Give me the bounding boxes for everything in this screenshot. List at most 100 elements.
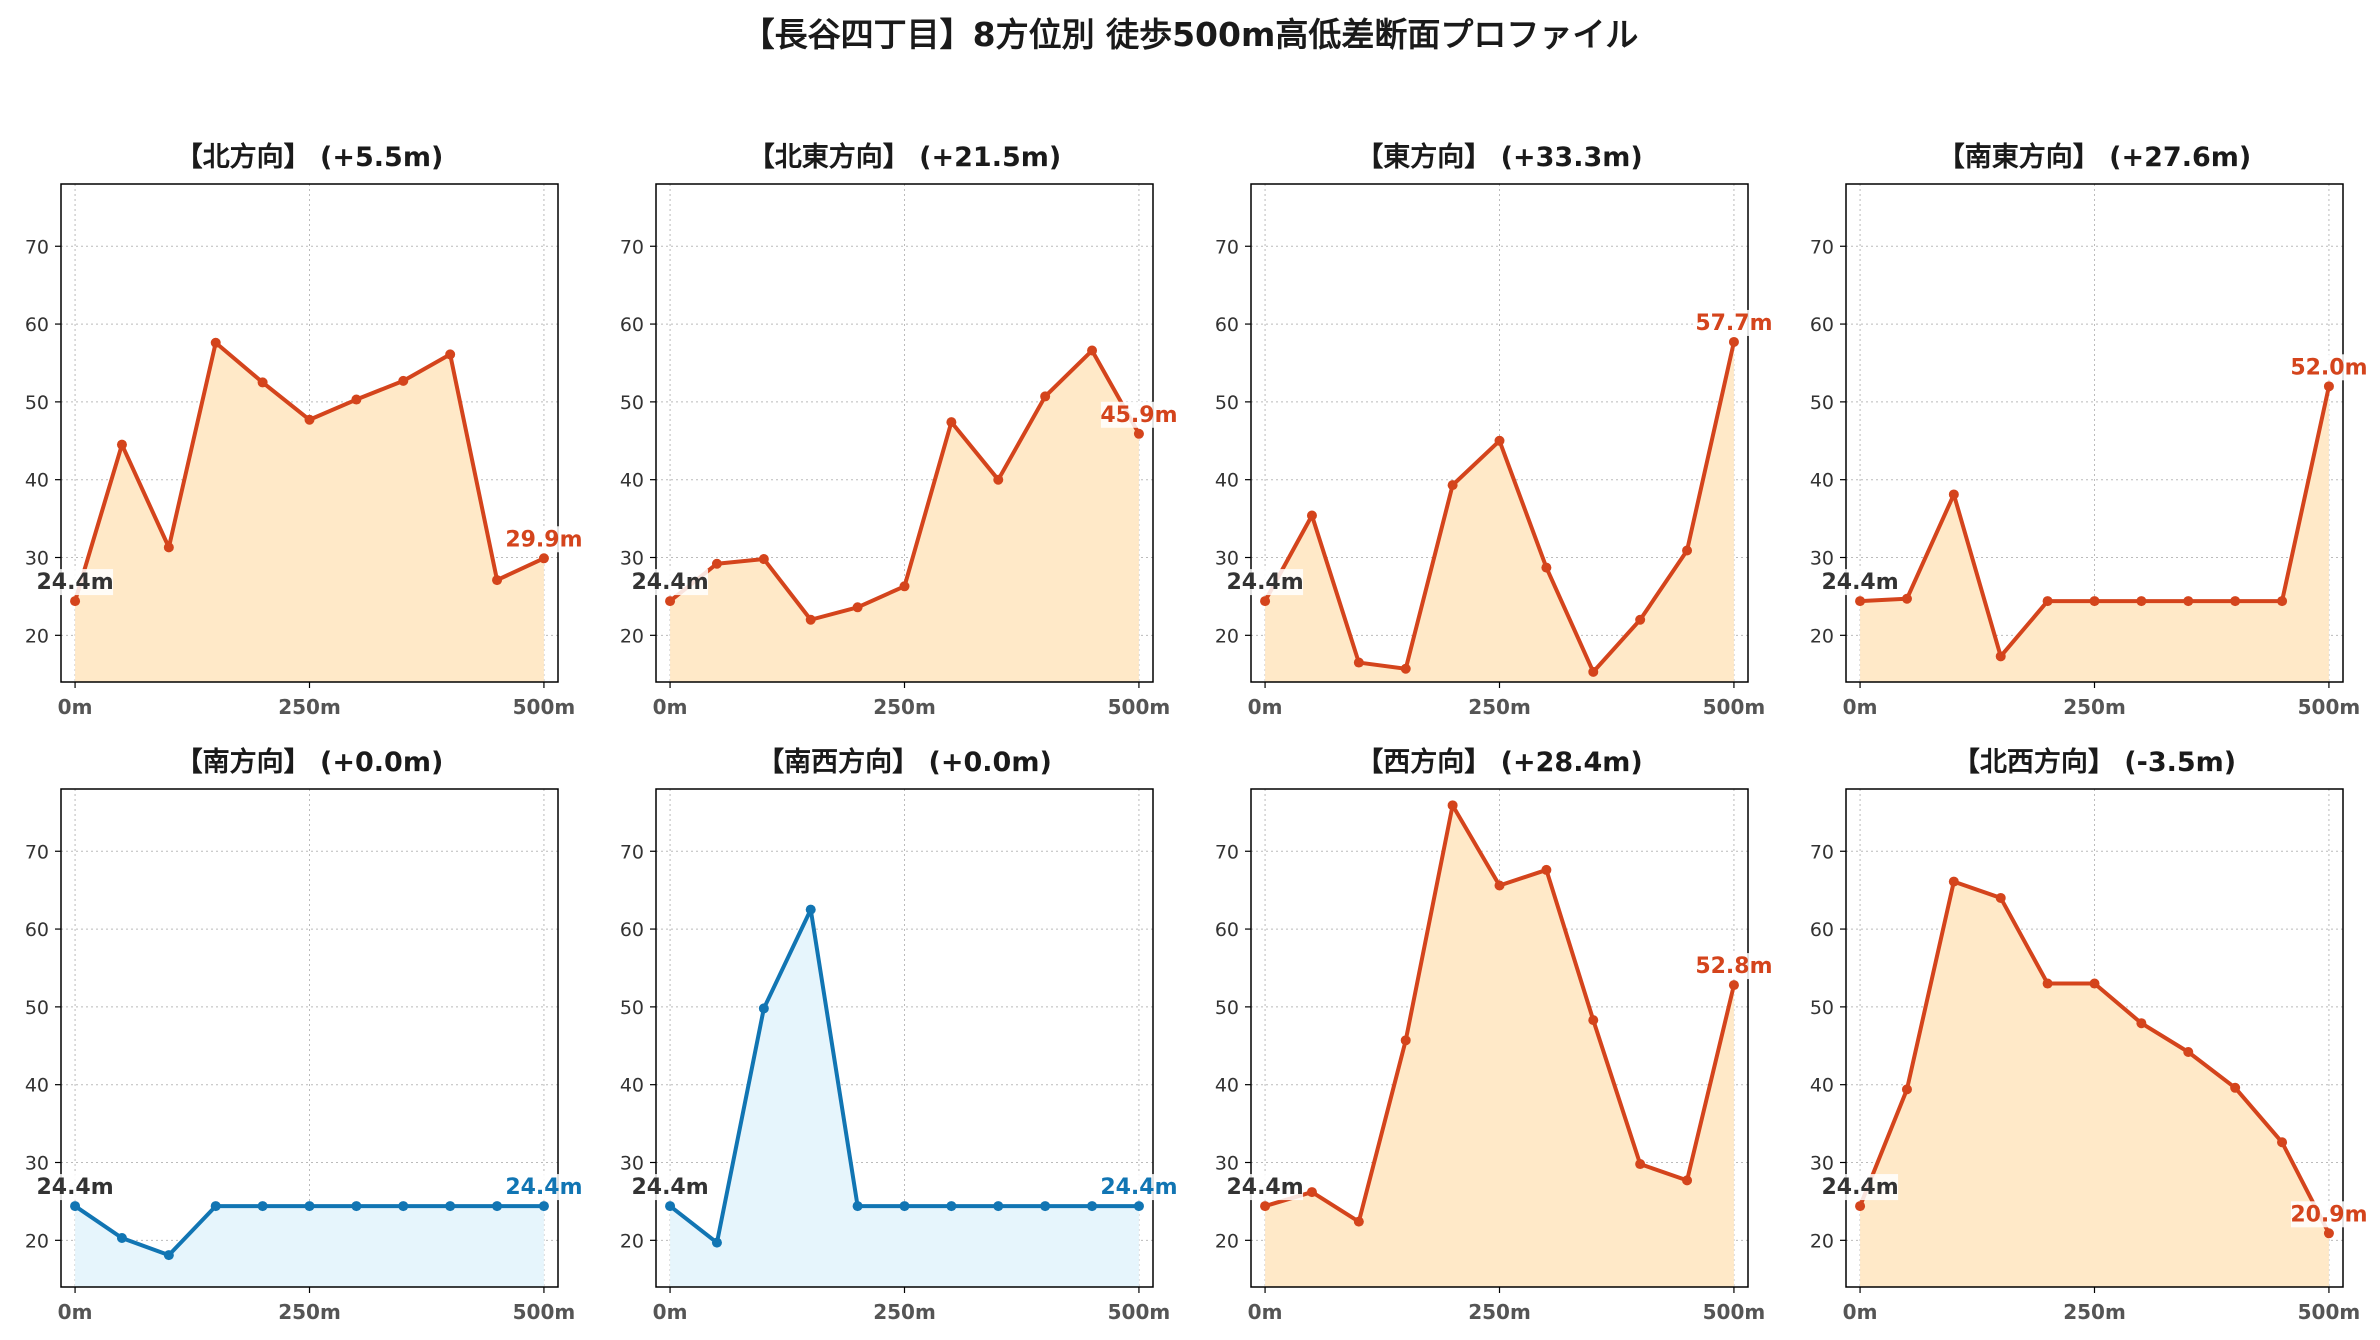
data-point <box>993 1201 1004 1212</box>
data-point <box>492 1201 503 1212</box>
data-point <box>1353 1216 1364 1227</box>
data-point <box>1728 336 1739 347</box>
profile-area <box>1265 341 1734 682</box>
data-point <box>1494 435 1505 446</box>
data-point <box>1133 1201 1144 1212</box>
data-point <box>1087 1201 1098 1212</box>
y-tick-label: 50 <box>25 392 49 414</box>
y-tick-label: 40 <box>1810 470 1834 492</box>
data-point <box>2136 596 2147 607</box>
data-point <box>445 349 456 360</box>
start-elevation-label: 24.4m <box>631 570 708 595</box>
start-label-bg <box>37 1174 114 1201</box>
data-point <box>2136 1018 2147 1029</box>
end-elevation-label: 24.4m <box>505 1175 582 1200</box>
start-elevation-label: 24.4m <box>1226 1175 1303 1200</box>
start-elevation-label: 24.4m <box>1226 570 1303 595</box>
data-point <box>2277 1137 2288 1148</box>
data-point <box>210 337 221 348</box>
data-point <box>2230 1082 2241 1093</box>
y-tick-label: 20 <box>1215 1230 1239 1252</box>
data-point <box>1260 1201 1271 1212</box>
data-point <box>711 1237 722 1248</box>
data-point <box>1682 545 1693 556</box>
subplot-4: 【南東方向】 (+27.6m) 20 30 40 50 60 70 0m 250m 500m 24.… <box>1810 141 2368 719</box>
data-point <box>70 1201 81 1212</box>
x-tick-label: 500m <box>2298 695 2361 719</box>
y-tick-label: 20 <box>620 625 644 647</box>
y-tick-label: 50 <box>25 997 49 1019</box>
x-tick-label: 500m <box>2298 1300 2361 1324</box>
data-point <box>1087 345 1098 356</box>
data-point <box>852 1201 863 1212</box>
y-tick-label: 20 <box>620 1230 644 1252</box>
data-point <box>163 542 174 553</box>
data-point <box>398 1201 409 1212</box>
profile-area <box>1265 805 1734 1287</box>
x-tick-label: 250m <box>873 695 936 719</box>
y-tick-label: 50 <box>1810 392 1834 414</box>
profile-area <box>670 350 1139 682</box>
x-tick-label: 500m <box>1703 1300 1766 1324</box>
data-point <box>1306 1187 1317 1198</box>
data-point <box>2183 596 2194 607</box>
end-elevation-label: 57.7m <box>1695 311 1772 336</box>
data-point <box>665 596 676 607</box>
y-tick-label: 50 <box>1215 392 1239 414</box>
x-tick-label: 250m <box>2063 695 2126 719</box>
y-tick-label: 20 <box>1810 625 1834 647</box>
data-point <box>2089 978 2100 989</box>
data-point <box>1260 596 1271 607</box>
end-elevation-label: 20.9m <box>2290 1202 2367 1227</box>
end-label-bg <box>505 1174 582 1201</box>
data-point <box>445 1201 456 1212</box>
y-tick-label: 30 <box>1215 548 1239 570</box>
y-tick-label: 70 <box>620 841 644 863</box>
data-point <box>1682 1175 1693 1186</box>
start-elevation-label: 24.4m <box>36 1175 113 1200</box>
data-point <box>758 554 769 565</box>
end-label-bg <box>1100 401 1177 428</box>
data-point <box>1400 663 1411 674</box>
data-point <box>899 581 910 592</box>
data-point <box>1901 593 1912 604</box>
data-point <box>758 1003 769 1014</box>
data-point <box>116 439 127 450</box>
y-tick-label: 40 <box>620 1075 644 1097</box>
data-point <box>1541 864 1552 875</box>
y-tick-label: 20 <box>25 1230 49 1252</box>
data-point <box>1588 1015 1599 1026</box>
start-label-bg <box>1822 1174 1899 1201</box>
data-point <box>1855 596 1866 607</box>
data-point <box>946 1201 957 1212</box>
end-label-bg <box>2290 1201 2367 1228</box>
data-point <box>1948 876 1959 887</box>
data-point <box>2183 1047 2194 1058</box>
y-tick-label: 60 <box>1810 314 1834 336</box>
data-point <box>1855 1201 1866 1212</box>
data-point <box>899 1201 910 1212</box>
y-tick-label: 60 <box>25 314 49 336</box>
start-label-bg <box>1822 569 1899 596</box>
data-point <box>946 417 957 428</box>
profile-area <box>75 1206 544 1287</box>
y-tick-label: 50 <box>1215 997 1239 1019</box>
x-tick-label: 250m <box>2063 1300 2126 1324</box>
data-point <box>1995 651 2006 662</box>
y-tick-label: 50 <box>1810 997 1834 1019</box>
data-point <box>665 1201 676 1212</box>
y-tick-label: 20 <box>25 625 49 647</box>
y-tick-label: 60 <box>620 314 644 336</box>
data-point <box>2230 596 2241 607</box>
x-tick-label: 0m <box>1843 695 1878 719</box>
y-tick-label: 60 <box>1215 314 1239 336</box>
y-tick-label: 40 <box>25 1075 49 1097</box>
start-elevation-label: 24.4m <box>36 570 113 595</box>
x-tick-label: 500m <box>513 695 576 719</box>
end-label-bg <box>505 526 582 553</box>
data-point <box>2042 978 2053 989</box>
data-point <box>210 1201 221 1212</box>
start-label-bg <box>632 569 709 596</box>
subplot-8: 【北西方向】 (-3.5m) 20 30 40 50 60 70 0m 250m 500m 24.4… <box>1810 746 2368 1324</box>
end-label-bg <box>1695 309 1772 336</box>
